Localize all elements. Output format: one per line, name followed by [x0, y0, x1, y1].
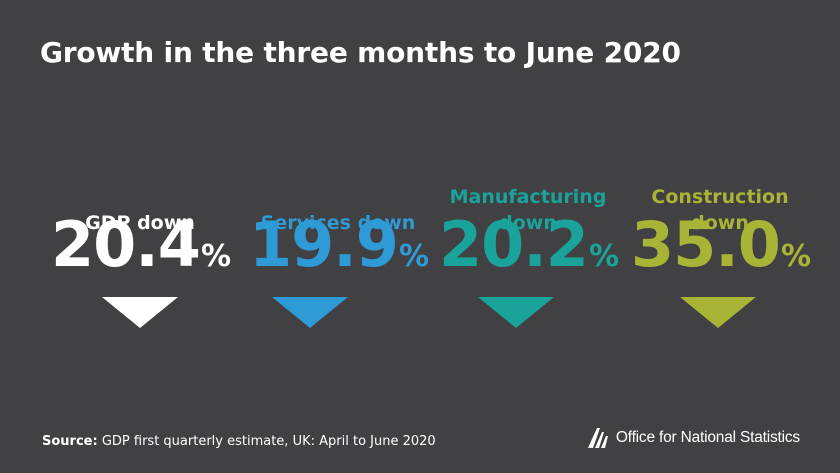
stat-construction: Construction down 35.0%	[620, 158, 820, 338]
down-arrow-icon	[102, 297, 178, 328]
source-text: GDP first quarterly estimate, UK: April …	[101, 434, 436, 449]
stat-number: 35.0	[630, 208, 781, 281]
stat-number: 19.9	[248, 208, 399, 281]
stat-value: 20.4%	[36, 214, 246, 276]
stat-label: GDP down	[85, 212, 195, 234]
stat-unit: %	[780, 239, 812, 274]
source-prefix: Source:	[42, 434, 98, 449]
ons-logo-text: Office for National Statistics	[615, 429, 800, 446]
down-arrow-icon	[478, 297, 554, 328]
stat-label: Construction down	[651, 186, 789, 234]
stat-gdp: GDP down 20.4%	[40, 158, 240, 338]
stat-label: Manufacturing down	[449, 186, 607, 234]
stat-number: 20.2	[438, 208, 589, 281]
stat-services: Services down 19.9%	[238, 158, 438, 338]
page-title: Growth in the three months to June 2020	[40, 36, 681, 69]
stat-value: 20.2%	[424, 214, 634, 276]
stat-unit: %	[588, 239, 620, 274]
ons-logo: Office for National Statistics	[587, 428, 800, 448]
down-arrow-icon	[680, 297, 756, 328]
stat-value: 19.9%	[234, 214, 444, 276]
ons-logo-icon	[587, 428, 608, 448]
stat-label: Services down	[260, 212, 416, 234]
stat-value: 35.0%	[616, 214, 826, 276]
stat-manufacturing: Manufacturing down 20.2%	[428, 158, 628, 338]
stat-unit: %	[398, 239, 430, 274]
stat-unit: %	[200, 239, 232, 274]
source-note: Source: GDP first quarterly estimate, UK…	[42, 434, 436, 449]
down-arrow-icon	[272, 297, 348, 328]
stat-number: 20.4	[50, 208, 201, 281]
